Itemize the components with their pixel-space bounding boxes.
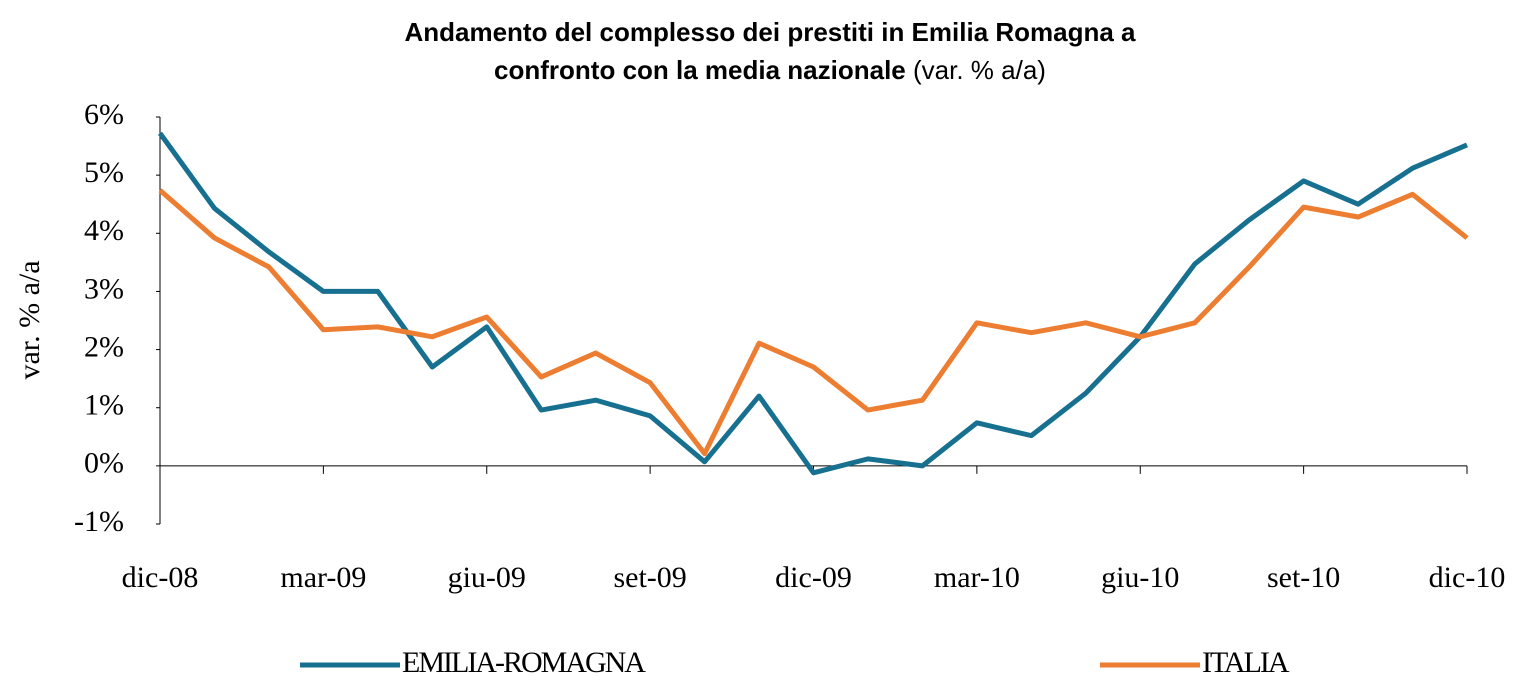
y-tick-label: 4% [84, 214, 124, 247]
x-tick-label: dic-08 [122, 561, 199, 594]
x-tick-label: set-09 [613, 561, 686, 594]
x-tick-label: mar-10 [934, 561, 1020, 594]
line [157, 131, 1468, 476]
y-tick-label: 3% [84, 272, 124, 305]
chart-title: confronto con la media nazionale [494, 55, 906, 85]
y-tick-label: 0% [84, 447, 124, 480]
chart-title: Andamento del complesso dei prestiti in … [404, 17, 1136, 47]
x-tick-label: mar-09 [280, 561, 366, 594]
y-tick-label: 1% [84, 389, 124, 422]
chart-title-line: confronto con la media nazionale (var. %… [494, 55, 1046, 85]
y-tick-label: 2% [84, 330, 124, 363]
y-tick-label: 6% [84, 98, 124, 131]
x-tick-label: dic-10 [1429, 561, 1506, 594]
legend-label: ITALIA [1202, 646, 1290, 679]
line [158, 188, 1469, 457]
y-axis-label: var. % a/a [13, 260, 46, 379]
x-tick-label: giu-09 [448, 561, 526, 594]
x-tick-label: set-10 [1267, 561, 1340, 594]
x-tick-label: dic-09 [775, 561, 852, 594]
x-tick-label: giu-10 [1101, 561, 1179, 594]
chart-subtitle: (var. % a/a) [913, 55, 1046, 85]
y-tick-label: 5% [84, 156, 124, 189]
legend-label: EMILIA-ROMAGNA [402, 646, 646, 679]
y-tick-label: -1% [74, 505, 124, 538]
